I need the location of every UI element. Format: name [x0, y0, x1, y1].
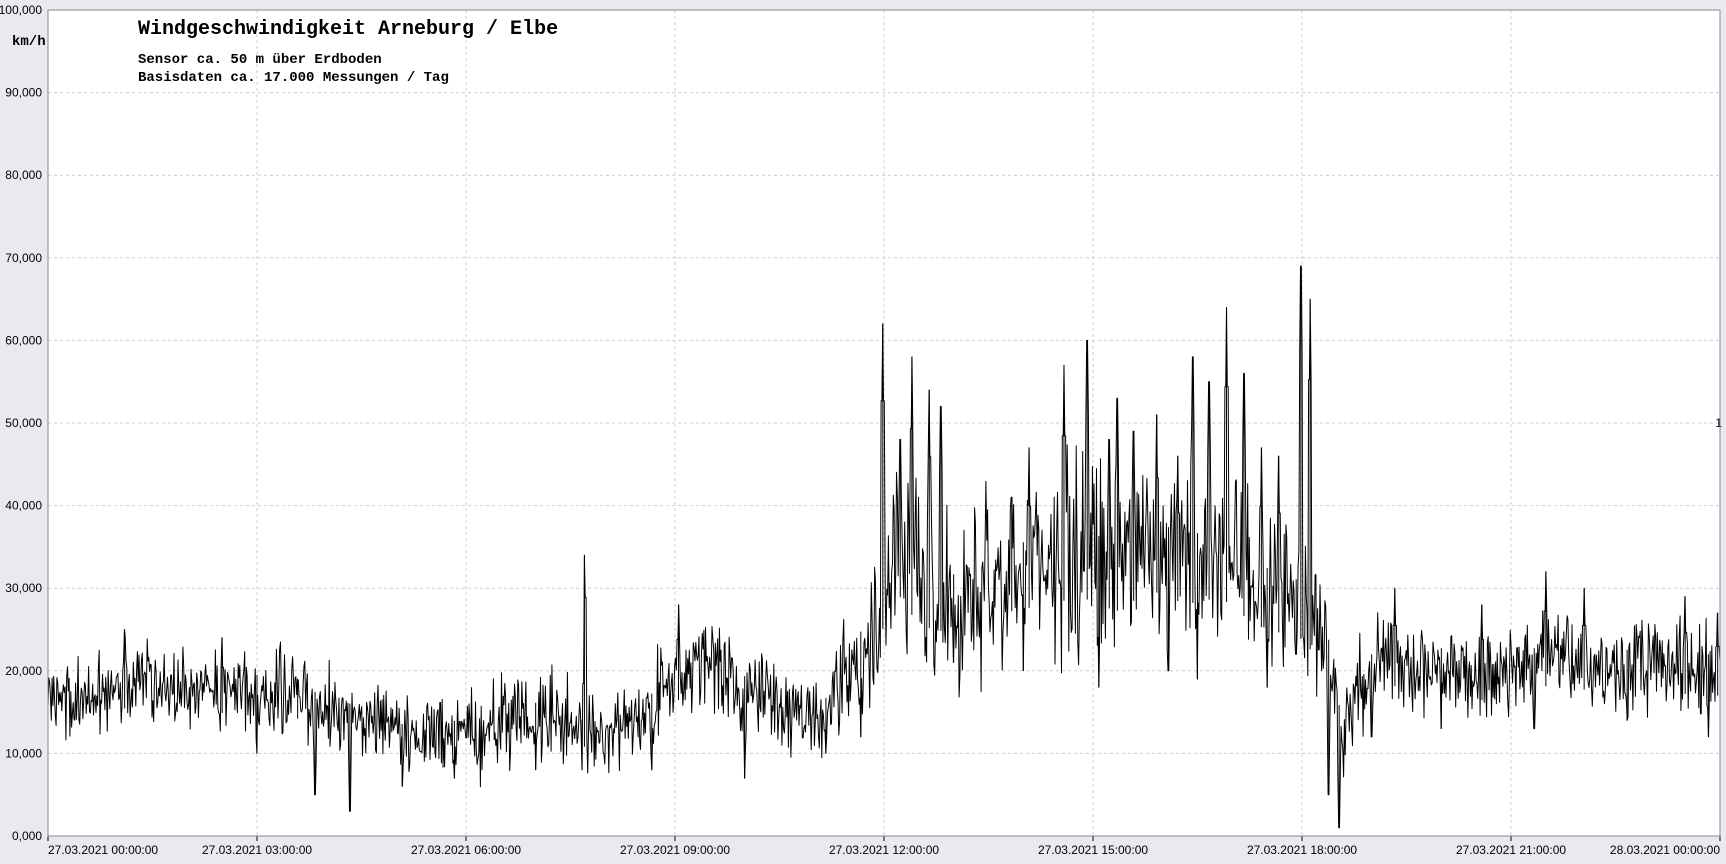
x-tick-label: 28.03.2021 00:00:00 — [1610, 843, 1720, 857]
x-tick-label: 27.03.2021 18:00:00 — [1247, 843, 1357, 857]
chart-subtitle-2: Basisdaten ca. 17.000 Messungen / Tag — [138, 70, 449, 86]
right-axis-marker: 1 — [1715, 416, 1722, 430]
y-tick-label: 90,000 — [5, 86, 42, 100]
chart-container: 0,000 10,000 20,000 30,000 40,000 50,000 60,00… — [0, 0, 1726, 864]
x-tick-label: 27.03.2021 00:00:00 — [48, 843, 158, 857]
x-tick-label: 27.03.2021 06:00:00 — [411, 843, 521, 857]
x-tick-label: 27.03.2021 21:00:00 — [1456, 843, 1566, 857]
x-tick-label: 27.03.2021 15:00:00 — [1038, 843, 1148, 857]
y-tick-label: 50,000 — [5, 416, 42, 430]
y-tick-label: 100,000 — [0, 3, 42, 17]
x-tick-label: 27.03.2021 03:00:00 — [202, 843, 312, 857]
y-tick-label: 10,000 — [5, 746, 42, 760]
wind-speed-chart: 0,000 10,000 20,000 30,000 40,000 50,000 60,00… — [0, 0, 1726, 864]
x-tick-label: 27.03.2021 09:00:00 — [620, 843, 730, 857]
y-tick-label: 20,000 — [5, 664, 42, 678]
y-tick-label: 30,000 — [5, 581, 42, 595]
y-tick-label: 70,000 — [5, 251, 42, 265]
y-tick-label: 40,000 — [5, 499, 42, 513]
x-tick-label: 27.03.2021 12:00:00 — [829, 843, 939, 857]
chart-subtitle-1: Sensor ca. 50 m über Erdboden — [138, 52, 382, 68]
chart-title: Windgeschwindigkeit Arneburg / Elbe — [138, 18, 558, 41]
y-tick-label: 80,000 — [5, 168, 42, 182]
y-tick-label: 60,000 — [5, 333, 42, 347]
y-tick-label: 0,000 — [12, 829, 42, 843]
y-axis-label: km/h — [12, 34, 46, 50]
